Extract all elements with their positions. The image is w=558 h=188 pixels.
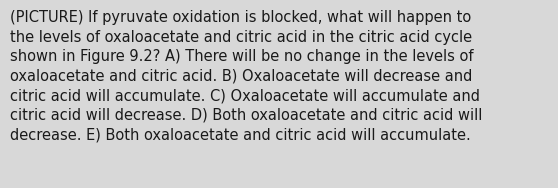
Text: (PICTURE) If pyruvate oxidation is blocked, what will happen to
the levels of ox: (PICTURE) If pyruvate oxidation is block…: [10, 10, 482, 142]
